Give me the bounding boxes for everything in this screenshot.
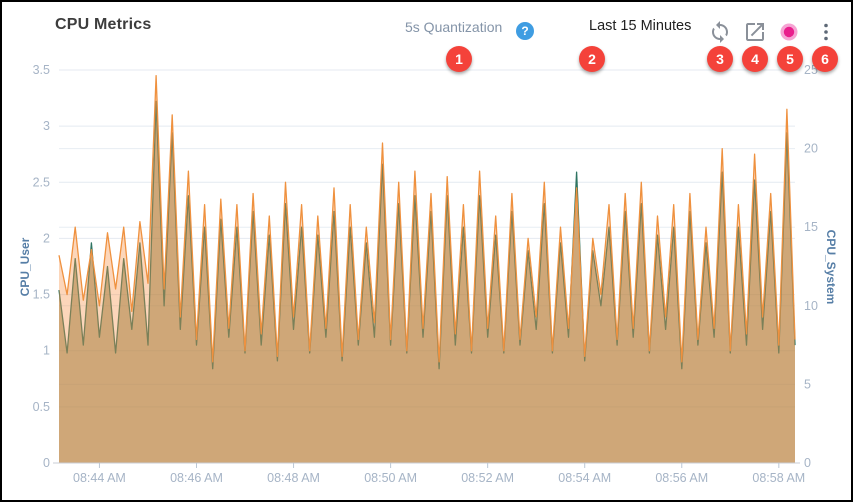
record-toggle[interactable] (777, 20, 801, 44)
svg-text:2: 2 (43, 231, 50, 245)
kebab-menu-icon (814, 20, 838, 44)
svg-text:10: 10 (804, 299, 818, 313)
svg-text:3.5: 3.5 (33, 63, 50, 77)
left-axis-title: CPU_User (18, 237, 32, 297)
export-icon (743, 20, 767, 44)
help-icon[interactable]: ? (516, 22, 534, 40)
svg-text:15: 15 (804, 220, 818, 234)
svg-text:0.5: 0.5 (33, 400, 50, 414)
annotation-badge-1: 1 (446, 46, 472, 72)
panel-title: CPU Metrics (55, 16, 152, 33)
time-range-selector[interactable]: Last 15 Minutes (589, 18, 692, 34)
svg-text:08:56 AM: 08:56 AM (655, 471, 708, 485)
svg-text:08:48 AM: 08:48 AM (267, 471, 320, 485)
record-indicator-icon (777, 20, 801, 44)
svg-text:08:58 AM: 08:58 AM (752, 471, 805, 485)
quantization-label: 5s Quantization (405, 19, 503, 35)
svg-text:5: 5 (804, 377, 811, 391)
right-axis-title: CPU_System (824, 229, 838, 305)
annotation-badge-6: 6 (812, 46, 838, 72)
export-button[interactable] (743, 20, 767, 44)
svg-text:08:54 AM: 08:54 AM (558, 471, 611, 485)
svg-text:08:52 AM: 08:52 AM (461, 471, 514, 485)
annotation-badge-3: 3 (707, 46, 733, 72)
svg-text:20: 20 (804, 142, 818, 156)
svg-text:1: 1 (43, 344, 50, 358)
svg-text:2.5: 2.5 (33, 175, 50, 189)
svg-text:0: 0 (804, 456, 811, 470)
svg-text:0: 0 (43, 456, 50, 470)
svg-text:08:50 AM: 08:50 AM (364, 471, 417, 485)
svg-text:08:44 AM: 08:44 AM (73, 471, 126, 485)
svg-text:08:46 AM: 08:46 AM (170, 471, 223, 485)
more-options-button[interactable] (814, 20, 838, 44)
refresh-icon (708, 20, 732, 44)
annotation-badge-5: 5 (777, 46, 803, 72)
svg-text:1.5: 1.5 (33, 288, 50, 302)
annotation-badge-4: 4 (742, 46, 768, 72)
refresh-button[interactable] (708, 20, 732, 44)
svg-text:3: 3 (43, 119, 50, 133)
annotation-badge-2: 2 (579, 46, 605, 72)
